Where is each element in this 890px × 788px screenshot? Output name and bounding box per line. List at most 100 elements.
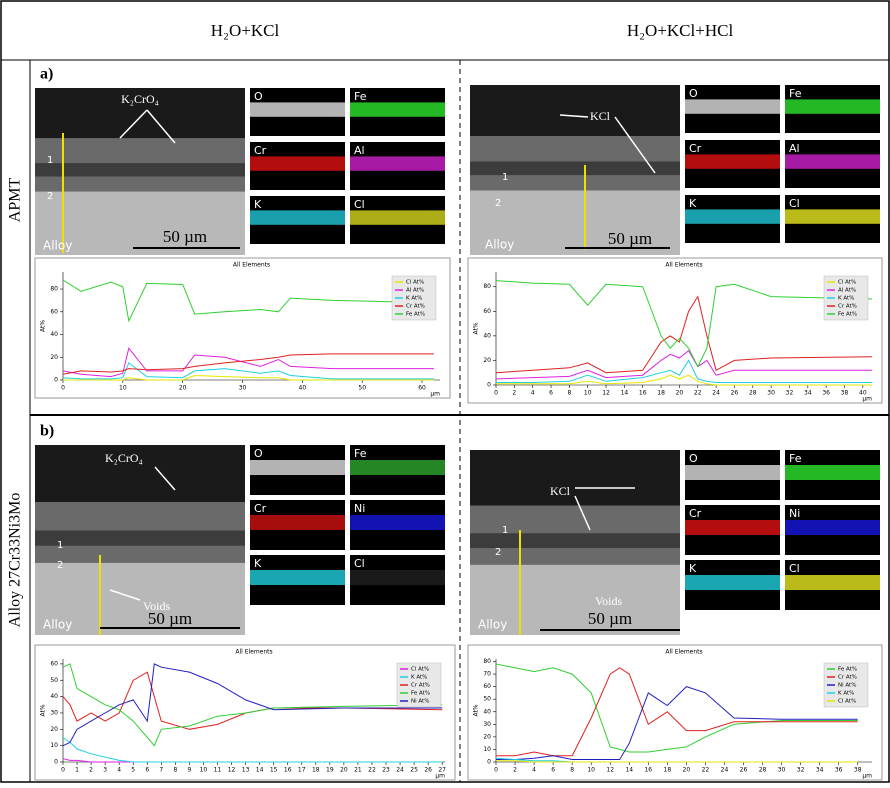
element-map-signal [785, 520, 880, 535]
x-tick-label: 16 [639, 390, 647, 397]
y-tick-label: 80 [483, 283, 491, 290]
y-axis-label: At% [40, 320, 47, 332]
y-tick-label: 10 [483, 746, 491, 753]
element-map-label: Ni [354, 502, 365, 515]
x-tick-label: 24 [396, 767, 404, 774]
element-map-signal [350, 156, 445, 170]
x-tick-label: 9 [187, 767, 191, 774]
legend-label: Cl At% [838, 699, 856, 705]
y-tick-label: 40 [483, 708, 491, 715]
x-tick-label: 8 [570, 767, 574, 774]
element-map-signal [785, 209, 880, 223]
element-map-label: Al [354, 144, 365, 157]
x-tick-label: 30 [778, 767, 786, 774]
x-tick-label: 18 [657, 390, 665, 397]
y-tick-label: 40 [50, 331, 58, 338]
chart-title: All Elements [665, 649, 702, 656]
chart-title: All Elements [665, 262, 702, 269]
element-map-label: O [254, 90, 263, 103]
legend-label: Cr At% [838, 304, 857, 310]
micrograph-annotation: KCl [550, 484, 571, 498]
legend-label: Cr At% [406, 304, 425, 310]
x-tick-label: 10 [587, 767, 595, 774]
x-tick-label: 19 [326, 767, 334, 774]
x-tick-label: 0 [61, 385, 65, 392]
x-tick-label: 0 [494, 767, 498, 774]
y-tick-label: 40 [483, 332, 491, 339]
element-map-signal [685, 99, 780, 113]
x-tick-label: 2 [512, 390, 516, 397]
column-header: H₂O+KCl [211, 21, 280, 40]
micrograph-annotation: 2 [495, 547, 501, 558]
legend-label: Fe At% [838, 312, 857, 318]
element-map-signal [785, 465, 880, 480]
y-tick-label: 30 [483, 721, 491, 728]
element-map-signal [350, 460, 445, 475]
x-axis-unit: μm [862, 773, 872, 780]
micrograph-annotation: 50 µm [608, 229, 652, 248]
x-tick-label: 4 [531, 390, 535, 397]
x-tick-label: 30 [239, 385, 247, 392]
x-tick-label: 20 [179, 385, 187, 392]
element-map-label: Fe [789, 452, 802, 465]
chart-frame [35, 645, 455, 780]
x-axis-unit: μm [435, 773, 445, 780]
x-tick-label: 34 [816, 767, 824, 774]
x-tick-label: 18 [664, 767, 672, 774]
micrograph-annotation: K₂CrO₄ [105, 451, 143, 465]
micrograph-annotation: 50 µm [588, 609, 632, 628]
x-tick-label: 34 [804, 390, 812, 397]
x-tick-label: 14 [256, 767, 264, 774]
panel-label: b) [40, 423, 54, 440]
x-tick-label: 32 [797, 767, 805, 774]
x-tick-label: 15 [270, 767, 278, 774]
element-map-signal [685, 465, 780, 480]
x-tick-label: 38 [854, 767, 862, 774]
element-map-signal [350, 515, 445, 530]
element-map-signal [350, 570, 445, 585]
element-map-label: Cl [354, 557, 365, 570]
x-tick-label: 8 [173, 767, 177, 774]
y-tick-label: 10 [50, 742, 58, 749]
legend-label: Cl At% [406, 280, 424, 286]
y-tick-label: 0 [54, 377, 58, 384]
x-tick-label: 16 [644, 767, 652, 774]
x-tick-label: 60 [418, 385, 426, 392]
y-tick-label: 80 [50, 286, 58, 293]
micrograph-annotation: Alloy [43, 618, 72, 632]
x-tick-label: 20 [340, 767, 348, 774]
x-tick-label: 36 [835, 767, 843, 774]
x-tick-label: 6 [145, 767, 149, 774]
y-tick-label: 20 [50, 726, 58, 733]
x-tick-label: 10 [584, 390, 592, 397]
x-tick-label: 22 [368, 767, 376, 774]
x-tick-label: 40 [859, 390, 867, 397]
x-tick-label: 28 [749, 390, 757, 397]
legend-label: Cl At% [838, 280, 856, 286]
oxide-layer [35, 531, 245, 546]
x-tick-label: 22 [702, 767, 710, 774]
element-map-label: Cl [789, 562, 800, 575]
y-tick-label: 0 [487, 382, 491, 389]
x-tick-label: 4 [117, 767, 121, 774]
element-map-label: Fe [789, 87, 802, 100]
element-map-signal [250, 102, 345, 116]
column-header: H₂O+KCl+HCl [627, 21, 734, 40]
x-tick-label: 12 [228, 767, 236, 774]
y-axis-label: At% [473, 704, 480, 716]
element-map-label: Cr [254, 144, 267, 157]
element-map-signal [785, 575, 880, 590]
micrograph-annotation: Alloy [485, 238, 514, 252]
x-tick-label: 26 [740, 767, 748, 774]
legend-label: Cl At% [411, 667, 429, 673]
micrograph-annotation: 1 [502, 525, 508, 536]
x-tick-label: 0 [61, 767, 65, 774]
micrograph-annotation: Alloy [43, 239, 72, 253]
x-tick-label: 8 [567, 390, 571, 397]
y-tick-label: 20 [483, 733, 491, 740]
micrograph-annotation: Alloy [478, 618, 507, 632]
chart-frame [468, 258, 882, 403]
x-tick-label: 24 [712, 390, 720, 397]
